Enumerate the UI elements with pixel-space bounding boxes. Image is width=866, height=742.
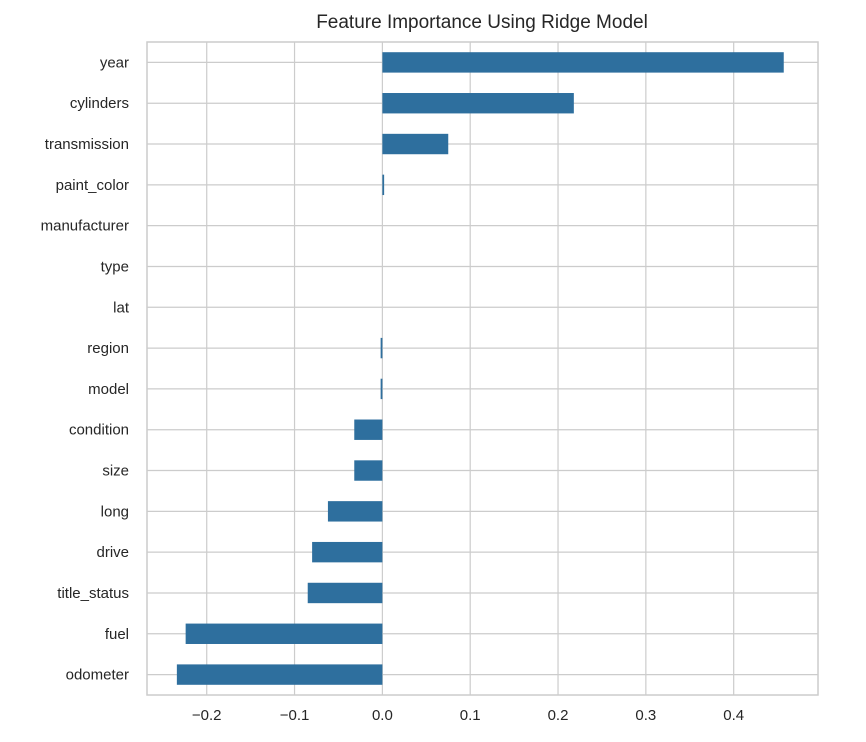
y-tick-label: title_status: [57, 585, 129, 602]
chart-title: Feature Importance Using Ridge Model: [316, 12, 648, 33]
x-tick-label: 0.3: [635, 707, 656, 724]
bars: [176, 52, 784, 685]
y-tick-label: cylinders: [70, 95, 129, 112]
y-tick-label: year: [100, 54, 129, 71]
bar-condition: [354, 419, 383, 440]
bar-drive: [312, 541, 383, 563]
bar-paint_color: [382, 174, 385, 196]
bar-title_status: [307, 582, 383, 604]
y-tick-label: long: [101, 503, 129, 520]
bar-model: [380, 378, 383, 400]
y-tick-label: condition: [69, 422, 129, 439]
bar-region: [380, 337, 383, 359]
bar-long: [327, 501, 383, 522]
y-tick-labels: year cylinders transmission paint_colormanu…: [41, 54, 130, 683]
bar-fuel: [185, 623, 383, 644]
bar-year: [382, 52, 784, 73]
x-tick-label: 0.0: [372, 707, 393, 724]
y-tick-label: model: [88, 381, 129, 398]
x-tick-labels: −0.2 −0.1 0.0 0.1 0.2 0.3 0.4: [192, 707, 744, 724]
y-tick-label: size: [102, 463, 129, 480]
y-tick-label: transmission: [45, 136, 129, 153]
y-tick-label: type: [101, 258, 129, 275]
grid: [147, 42, 818, 695]
y-tick-label: paint_color: [56, 177, 129, 194]
bar-odometer: [176, 664, 383, 685]
x-tick-label: −0.1: [280, 707, 310, 724]
x-tick-label: 0.4: [723, 707, 744, 724]
y-tick-label: region: [87, 340, 129, 357]
y-tick-label: drive: [96, 544, 129, 561]
y-tick-label: lat: [113, 299, 130, 316]
plot-frame: [146, 41, 819, 696]
bar-cylinders: [382, 93, 574, 114]
x-tick-label: −0.2: [192, 707, 222, 724]
y-tick-label: fuel: [105, 626, 129, 643]
x-tick-label: 0.2: [548, 707, 569, 724]
y-tick-label: odometer: [66, 667, 129, 684]
bar-transmission: [382, 133, 449, 155]
y-tick-label: manufacturer: [41, 218, 129, 235]
bar-size: [354, 460, 383, 481]
x-tick-label: 0.1: [460, 707, 481, 724]
